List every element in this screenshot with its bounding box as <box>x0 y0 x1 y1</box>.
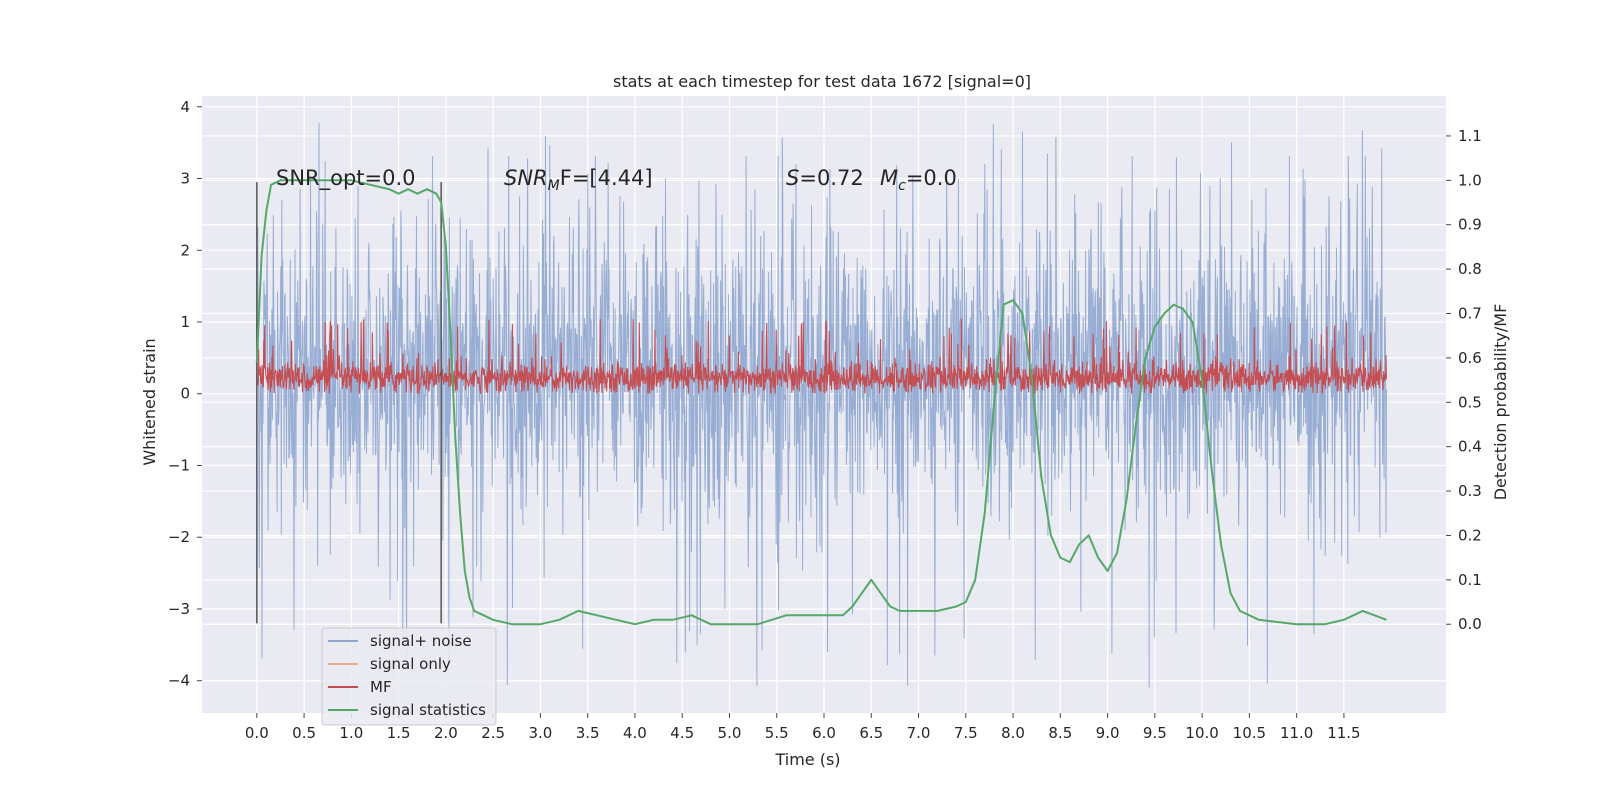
y-tick-label: 0 <box>180 385 190 403</box>
x-tick-label: 1.0 <box>339 724 363 742</box>
y-tick-label: 1 <box>180 313 190 331</box>
y-tick-label: 3 <box>180 170 190 188</box>
x-tick-label: 0.5 <box>292 724 316 742</box>
x-tick-label: 9.0 <box>1096 724 1120 742</box>
y-right-tick-label: 0.8 <box>1458 260 1482 278</box>
x-tick-label: 4.5 <box>670 724 694 742</box>
x-tick-label: 10.0 <box>1185 724 1218 742</box>
y-axis-label: Whitened strain <box>140 338 159 465</box>
x-tick-label: 1.5 <box>387 724 411 742</box>
x-tick-label: 2.5 <box>481 724 505 742</box>
y-right-tick-label: 0.7 <box>1458 305 1482 323</box>
y-right-tick-label: 1.1 <box>1458 127 1482 145</box>
y-right-tick-label: 0.3 <box>1458 482 1482 500</box>
chart-title: stats at each timestep for test data 167… <box>613 72 1031 91</box>
y-right-tick-label: 0.9 <box>1458 216 1482 234</box>
annotation-s-var: S <box>786 166 799 190</box>
y-right-tick-label: 0.0 <box>1458 615 1482 633</box>
legend: signal+ noise signal only MF signal stat… <box>321 627 497 726</box>
annotation-s-value: =0.72 <box>799 166 863 190</box>
annotation-snr-mf-main: SNR <box>504 166 548 190</box>
annotation-mc: Mc=0.0 <box>880 166 957 194</box>
annotation-mc-var: M <box>880 166 898 190</box>
y-right-tick-label: 0.5 <box>1458 393 1482 411</box>
legend-item-signal-statistics: signal statistics <box>328 701 486 719</box>
x-tick-label: 4.0 <box>623 724 647 742</box>
x-tick-label: 7.0 <box>907 724 931 742</box>
x-axis-label: Time (s) <box>774 750 840 769</box>
x-tick-label: 0.0 <box>245 724 269 742</box>
y-right-tick-label: 1.0 <box>1458 171 1482 189</box>
y-tick-label: −3 <box>168 600 190 618</box>
x-tick-label: 11.0 <box>1280 724 1313 742</box>
x-tick-label: 9.5 <box>1143 724 1167 742</box>
annotation-mc-value: =0.0 <box>906 166 957 190</box>
legend-item-signal-only: signal only <box>328 655 451 673</box>
legend-label-signal-noise: signal+ noise <box>370 632 472 650</box>
x-tick-label: 7.5 <box>954 724 978 742</box>
x-tick-label: 8.0 <box>1001 724 1025 742</box>
legend-label-signal-statistics: signal statistics <box>370 701 486 719</box>
legend-item-signal-noise: signal+ noise <box>328 632 472 650</box>
x-tick-label: 3.0 <box>528 724 552 742</box>
x-tick-label: 6.0 <box>812 724 836 742</box>
x-tick-label: 5.5 <box>765 724 789 742</box>
ticks: 0.0 0.5 1.0 1.5 2.0 2.5 3.0 3.5 4.0 4.5 5.0 5.5 6.0 6… <box>168 98 1482 742</box>
x-tick-label: 3.5 <box>576 724 600 742</box>
annotation-mc-sub: c <box>898 178 906 194</box>
x-tick-label: 6.5 <box>859 724 883 742</box>
y-right-tick-label: 0.2 <box>1458 526 1482 544</box>
legend-box <box>321 627 497 726</box>
y-right-tick-label: 0.1 <box>1458 571 1482 589</box>
y-tick-label: −4 <box>168 672 190 690</box>
y-tick-label: 4 <box>180 98 190 116</box>
legend-label-signal-only: signal only <box>370 655 451 673</box>
annotation-s: S=0.72 <box>786 166 864 190</box>
y-right-tick-label: 0.6 <box>1458 349 1482 367</box>
annotation-snr-opt: SNR_opt=0.0 <box>276 166 416 191</box>
annotation-snr-mf-rest: F=[4.44] <box>560 166 653 190</box>
series-signal-noise <box>256 122 1387 688</box>
y-right-tick-label: 0.4 <box>1458 438 1482 456</box>
x-tick-label: 2.0 <box>434 724 458 742</box>
y-tick-label: 2 <box>180 241 190 259</box>
y-tick-label: −2 <box>168 528 190 546</box>
series-mf <box>256 318 1387 394</box>
legend-item-mf: MF <box>328 678 392 696</box>
data-area <box>255 122 1387 688</box>
annotation-snr-mf: SNRMF=[4.44] <box>504 166 653 194</box>
series-signal-statistics <box>255 179 1387 626</box>
x-tick-label: 10.5 <box>1233 724 1266 742</box>
annotation-snr-mf-sub: M <box>548 178 560 194</box>
y-axis-right-label: Detection probability/MF <box>1491 304 1510 501</box>
x-tick-label: 11.5 <box>1327 724 1360 742</box>
x-tick-label: 5.0 <box>718 724 742 742</box>
x-tick-label: 8.5 <box>1048 724 1072 742</box>
legend-label-mf: MF <box>370 678 392 696</box>
y-tick-label: −1 <box>168 456 190 474</box>
